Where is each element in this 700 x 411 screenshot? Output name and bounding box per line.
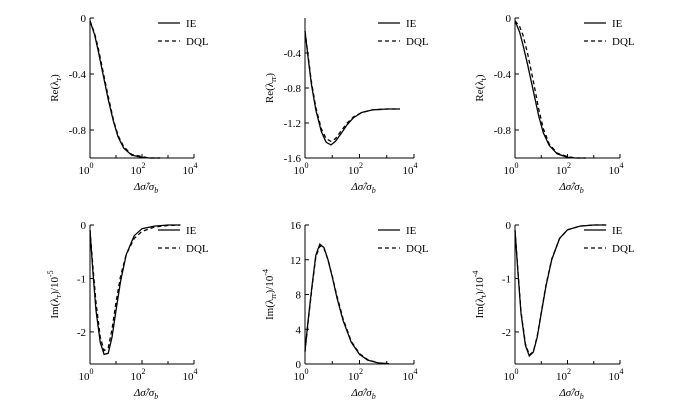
x-tick-label: 100 [79,367,94,383]
series-line-dql [514,224,607,356]
legend-label-ie: IE [612,225,623,237]
legend-label-dql: DQL [186,243,209,255]
x-tick-label: 100 [294,161,309,177]
legend-label-dql: DQL [186,36,209,48]
x-tick-label: 100 [504,367,519,383]
legend-label-ie: IE [406,18,417,30]
x-tick-label: 102 [131,367,146,383]
y-tick-label: -1 [77,273,86,285]
y-tick-label: 0 [506,220,512,232]
x-tick-label: 100 [79,161,94,177]
legend-label-ie: IE [186,225,197,237]
y-tick-label: -0.4 [494,69,512,81]
y-tick-label: 8 [296,290,302,302]
legend-label-dql: DQL [612,36,635,48]
panel-bottom-left: 0 -1 -2 100 102 104 Δσ̂/σb Im(λr)/10-5 IE DQL [46,220,209,401]
y-axis-label: Im(λt)/10-4 [471,271,488,319]
y-axis-label: Im(λrr)/10-4 [261,269,278,320]
panel-bottom-right: 0 -1 -2 100 102 104 Δσ̂/σb Im(λt)/10-4 IE DQL [471,220,635,401]
series-line-ie [89,224,181,356]
y-tick-label: -2 [77,327,86,339]
panel-top-right: 0 -0.4 -0.8 100 102 104 Δσ̂/σb Re(λt) IE DQL [474,13,635,195]
y-tick-label: 0 [506,13,512,25]
legend-label-ie: IE [406,225,417,237]
y-axis-label: Re(λt) [474,74,488,101]
legend-label-ie: IE [186,18,197,30]
series-line-dql [514,20,586,159]
panel-bottom-middle: 0 4 8 12 16 100 102 104 Δσ̂/σb Im(λrr)/10-4 IE DQL [261,220,429,401]
y-tick-label: -0.4 [284,48,302,60]
x-tick-label: 102 [348,367,363,383]
legend-label-dql: DQL [612,243,635,255]
y-tick-label: 12 [290,255,301,267]
x-tick-label: 102 [131,161,146,177]
x-tick-label: 104 [183,367,198,383]
series-line-ie [89,20,161,159]
x-axis-label: Δσ̂/σb [558,387,583,401]
series-line-dql [89,20,161,159]
x-axis-label: Δσ̂/σb [558,181,583,195]
x-tick-label: 100 [294,367,309,383]
x-axis-label: Δσ̂/σb [133,181,158,195]
y-tick-label: -1.2 [284,118,301,130]
x-tick-label: 104 [403,161,418,177]
y-axis-label: Re(λrr) [264,73,278,104]
x-axis-label: Δσ̂/σb [350,387,375,401]
y-tick-label: -0.8 [494,125,512,137]
y-tick-label: -1.6 [284,153,302,165]
y-axis-label: Re(λr) [49,74,63,102]
y-tick-label: -1 [502,273,511,285]
y-tick-label: 4 [296,324,302,336]
y-tick-label: -0.8 [69,125,87,137]
y-tick-label: 16 [290,220,302,232]
x-tick-label: 102 [556,161,571,177]
x-tick-label: 104 [609,367,624,383]
series-line-dql [304,244,389,365]
series-line-ie [304,31,400,146]
x-tick-label: 100 [504,161,519,177]
x-tick-label: 104 [403,367,418,383]
y-axis-label: Im(λr)/10-5 [46,270,63,318]
series-line-ie [514,224,607,358]
x-axis-label: Δσ̂/σb [350,181,375,195]
x-axis-label: Δσ̂/σb [133,387,158,401]
y-tick-label: 0 [81,13,87,25]
x-tick-label: 104 [183,161,198,177]
y-tick-label: 0 [81,220,87,232]
y-tick-label: 0 [296,359,302,371]
panel-top-left: 0 -0.4 -0.8 100 102 104 Δσ̂/σb Re(λr) IE DQL [49,13,209,195]
y-tick-label: -2 [502,327,511,339]
y-tick-label: -0.4 [69,69,87,81]
series-line-ie [304,243,389,365]
x-tick-label: 102 [556,367,571,383]
y-tick-label: -0.8 [284,83,302,95]
legend-label-dql: DQL [406,243,429,255]
x-tick-label: 102 [348,161,363,177]
series-line-dql [89,224,181,352]
legend-label-dql: DQL [406,36,429,48]
x-tick-label: 104 [609,161,624,177]
legend-label-ie: IE [612,18,623,30]
series-line-dql [304,31,400,143]
series-line-ie [514,20,586,159]
